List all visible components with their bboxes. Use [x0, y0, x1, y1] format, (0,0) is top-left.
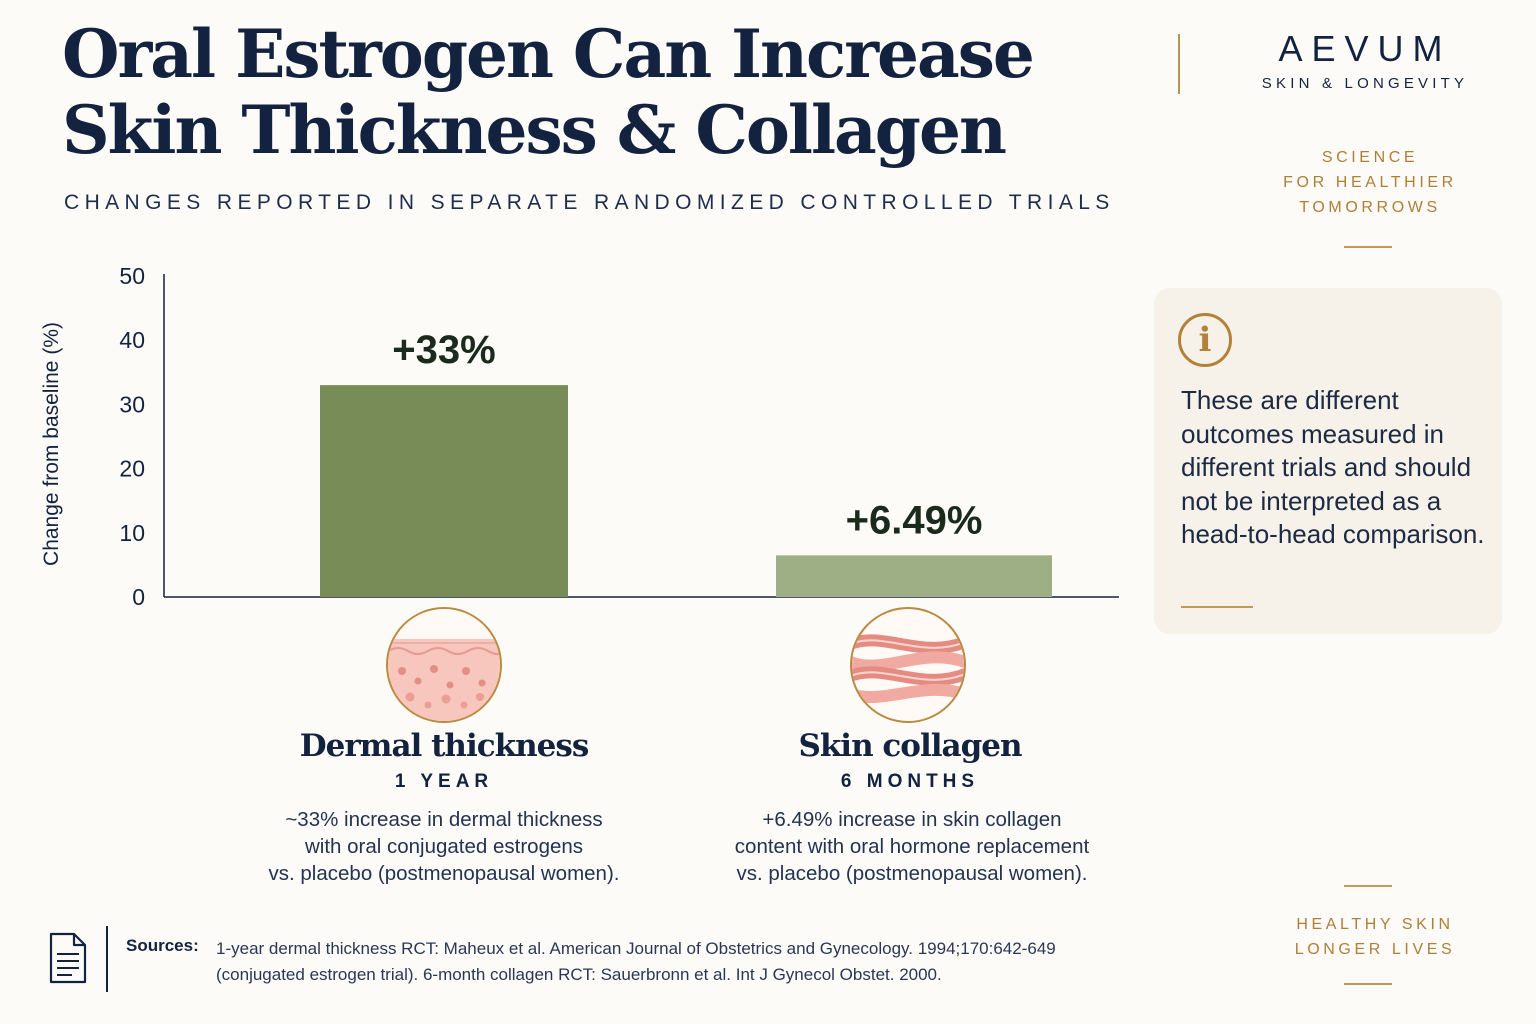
bar-chart: Change from baseline (%) 0 10 20 30 40 50 +33… — [40, 263, 1119, 610]
title-line-2: Skin Thickness & Collagen — [62, 91, 1007, 169]
desc-line: ~33% increase in dermal thickness — [285, 808, 603, 831]
category-desc-dermal: ~33% increase in dermal thickness with o… — [214, 806, 674, 887]
brand-tagline: SCIENCE FOR HEALTHIER TOMORROWS — [1250, 145, 1490, 220]
sources-divider — [106, 926, 108, 992]
info-icon: i — [1178, 313, 1232, 367]
desc-line: vs. placebo (postmenopausal women). — [736, 862, 1088, 885]
info-card: i These are different outcomes measured … — [1154, 288, 1502, 634]
footer-tagline-line-1: HEALTHY SKIN — [1296, 916, 1454, 933]
y-tick-label: 40 — [119, 327, 145, 353]
tagline-line-1: SCIENCE — [1321, 149, 1419, 166]
desc-line: +6.49% increase in skin collagen — [762, 808, 1062, 831]
category-desc-collagen: +6.49% increase in skin collagen content… — [682, 806, 1142, 887]
brand-name: AEVUM — [1278, 28, 1452, 69]
dermis-layers-icon — [386, 607, 502, 723]
y-tick-label: 10 — [119, 520, 145, 546]
brand-subtitle: SKIN & LONGEVITY — [1261, 75, 1469, 92]
bar-0 — [320, 385, 568, 597]
info-text: These are different outcomes measured in… — [1181, 385, 1485, 549]
tagline-rule — [1344, 246, 1392, 248]
document-icon — [49, 932, 87, 984]
title-line-1: Oral Estrogen Can Increase — [62, 15, 1035, 93]
desc-line: content with oral hormone replacement — [734, 835, 1090, 858]
bar-data-label-0: +33% — [392, 328, 495, 372]
category-title-collagen: Skin collagen — [798, 728, 1022, 764]
bar-data-label-1: +6.49% — [846, 498, 983, 542]
sources-label: Sources: — [126, 936, 199, 955]
collagen-fibers-icon — [850, 607, 966, 723]
footer-rule-bottom — [1344, 983, 1392, 985]
footer-tagline-line-2: LONGER LIVES — [1294, 941, 1456, 958]
y-tick-label: 30 — [119, 391, 145, 417]
desc-line: with oral conjugated estrogens — [304, 835, 584, 858]
y-axis-label: Change from baseline (%) — [40, 322, 63, 566]
y-tick-label: 0 — [132, 584, 145, 610]
footer-rule-top — [1344, 885, 1392, 887]
y-axis-ticks: 0 10 20 30 40 50 — [119, 263, 145, 610]
info-card-rule — [1181, 606, 1253, 608]
tagline-line-2: FOR HEALTHIER — [1283, 174, 1457, 191]
sources-line-1: 1-year dermal thickness RCT: Maheux et a… — [216, 939, 1056, 958]
category-duration-dermal: 1 YEAR — [394, 771, 494, 792]
brand-divider — [1178, 34, 1180, 94]
category-title-dermal: Dermal thickness — [299, 728, 590, 764]
footer-tagline: HEALTHY SKIN LONGER LIVES — [1268, 912, 1482, 962]
sources-text: 1-year dermal thickness RCT: Maheux et a… — [216, 936, 1176, 988]
category-duration-collagen: 6 MONTHS — [840, 771, 980, 792]
tagline-line-3: TOMORROWS — [1299, 199, 1441, 216]
sources-line-2: (conjugated estrogen trial). 6-month col… — [216, 965, 942, 984]
y-tick-label: 20 — [119, 456, 145, 482]
bar-1 — [776, 555, 1052, 597]
page-title: Oral Estrogen Can Increase Skin Thicknes… — [62, 16, 1142, 168]
y-tick-label: 50 — [119, 263, 145, 289]
desc-line: vs. placebo (postmenopausal women). — [268, 862, 620, 885]
bars: +33% +6.49% — [320, 328, 1052, 597]
page-subtitle: CHANGES REPORTED IN SEPARATE RANDOMIZED … — [64, 191, 1115, 214]
